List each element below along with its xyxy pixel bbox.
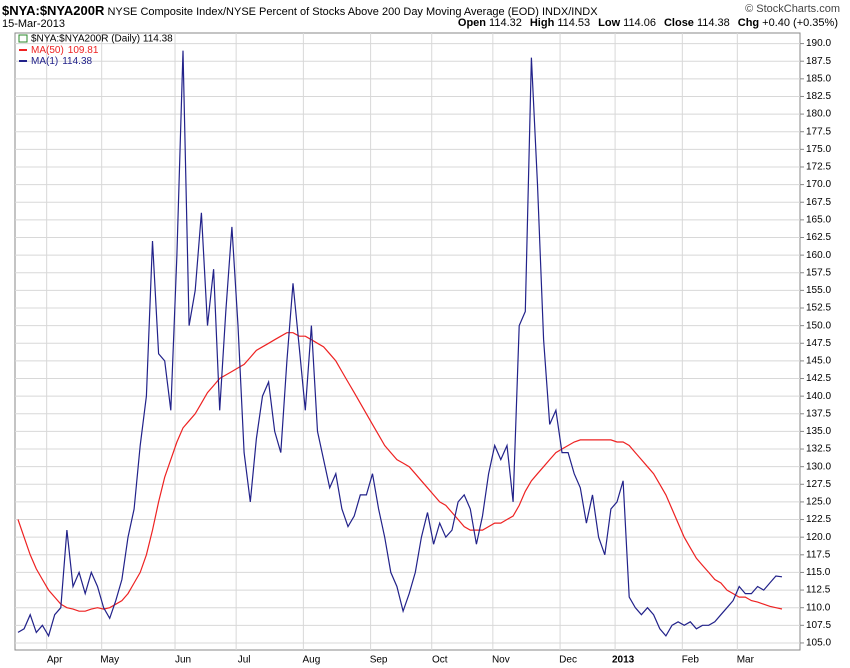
quote-value: 114.32 — [489, 17, 522, 29]
x-tick-label: Mar — [737, 655, 755, 666]
legend-name: MA(1) — [31, 56, 58, 67]
x-tick-label: 2013 — [612, 655, 635, 666]
y-tick-label: 187.5 — [806, 56, 831, 67]
series-line — [17, 332, 783, 612]
y-tick-label: 117.5 — [806, 549, 831, 560]
quote-value: +0.40 (+0.35%) — [762, 17, 838, 29]
y-tick-label: 107.5 — [806, 620, 831, 631]
quote-label: Close — [663, 17, 694, 29]
quote-label: Chg — [737, 17, 760, 29]
y-tick-label: 172.5 — [806, 162, 831, 173]
x-tick-label: Aug — [302, 655, 320, 666]
description: NYSE Composite Index/NYSE Percent of Sto… — [107, 6, 598, 18]
copyright: © StockCharts.com — [745, 3, 840, 15]
x-tick-label: Apr — [47, 655, 63, 666]
y-tick-label: 145.0 — [806, 356, 831, 367]
x-tick-label: Dec — [559, 655, 577, 666]
legend-value: 109.81 — [68, 45, 99, 56]
y-tick-label: 140.0 — [806, 391, 831, 402]
y-tick-label: 137.5 — [806, 408, 831, 419]
title-line: $NYA:$NYA200R NYSE Composite Index/NYSE … — [2, 3, 598, 18]
quote-value: 114.38 — [696, 17, 730, 29]
y-tick-label: 105.0 — [806, 638, 831, 649]
legend-icon — [18, 34, 28, 43]
y-tick-label: 180.0 — [806, 109, 831, 120]
symbol: $NYA:$NYA200R — [2, 3, 105, 18]
legend-name: MA(50) — [31, 45, 64, 56]
x-tick-label: Oct — [432, 655, 448, 666]
y-tick-label: 125.0 — [806, 497, 831, 508]
y-tick-label: 170.0 — [806, 179, 831, 190]
x-tick-label: Nov — [492, 655, 510, 666]
y-tick-label: 122.5 — [806, 514, 831, 525]
legend-title: $NYA:$NYA200R (Daily) 114.38 — [31, 34, 173, 45]
y-tick-label: 165.0 — [806, 215, 831, 226]
plot-area — [14, 32, 801, 651]
y-tick-label: 190.0 — [806, 38, 831, 49]
y-tick-label: 115.0 — [806, 567, 831, 578]
y-tick-label: 182.5 — [806, 91, 831, 102]
x-tick-label: Jul — [238, 655, 251, 666]
y-tick-label: 162.5 — [806, 232, 831, 243]
quote: Open 114.32 High 114.53 Low 114.06 Close 114.38… — [450, 17, 838, 29]
quote-label: Open — [457, 17, 487, 29]
date: 15-Mar-2013 — [2, 18, 65, 30]
quote-label: High — [529, 17, 555, 29]
y-tick-label: 155.0 — [806, 285, 831, 296]
x-tick-label: Sep — [370, 655, 388, 666]
series-line — [17, 50, 783, 638]
quote-value: 114.06 — [623, 17, 656, 29]
x-tick-label: Feb — [682, 655, 700, 666]
y-tick-label: 142.5 — [806, 373, 831, 384]
quote-value: 114.53 — [557, 17, 591, 29]
y-tick-label: 167.5 — [806, 197, 831, 208]
y-tick-label: 157.5 — [806, 267, 831, 278]
y-tick-label: 127.5 — [806, 479, 831, 490]
x-tick-label: May — [100, 655, 119, 666]
y-tick-label: 147.5 — [806, 338, 831, 349]
y-tick-label: 120.0 — [806, 532, 831, 543]
y-tick-label: 150.0 — [806, 320, 831, 331]
y-tick-label: 160.0 — [806, 250, 831, 261]
y-tick-label: 152.5 — [806, 303, 831, 314]
legend-entry: MA(50) 109.81 — [31, 45, 99, 56]
y-tick-label: 175.0 — [806, 144, 831, 155]
y-tick-label: 135.0 — [806, 426, 831, 437]
y-tick-label: 110.0 — [806, 602, 831, 613]
y-tick-label: 130.0 — [806, 461, 831, 472]
y-tick-label: 185.0 — [806, 73, 831, 84]
legend-entry: MA(1) 114.38 — [31, 56, 93, 67]
y-tick-label: 132.5 — [806, 444, 831, 455]
quote-label: Low — [598, 17, 621, 29]
legend-value: 114.38 — [62, 56, 92, 67]
x-tick-label: Jun — [175, 655, 191, 666]
y-tick-label: 112.5 — [806, 585, 831, 596]
y-tick-label: 177.5 — [806, 126, 831, 137]
